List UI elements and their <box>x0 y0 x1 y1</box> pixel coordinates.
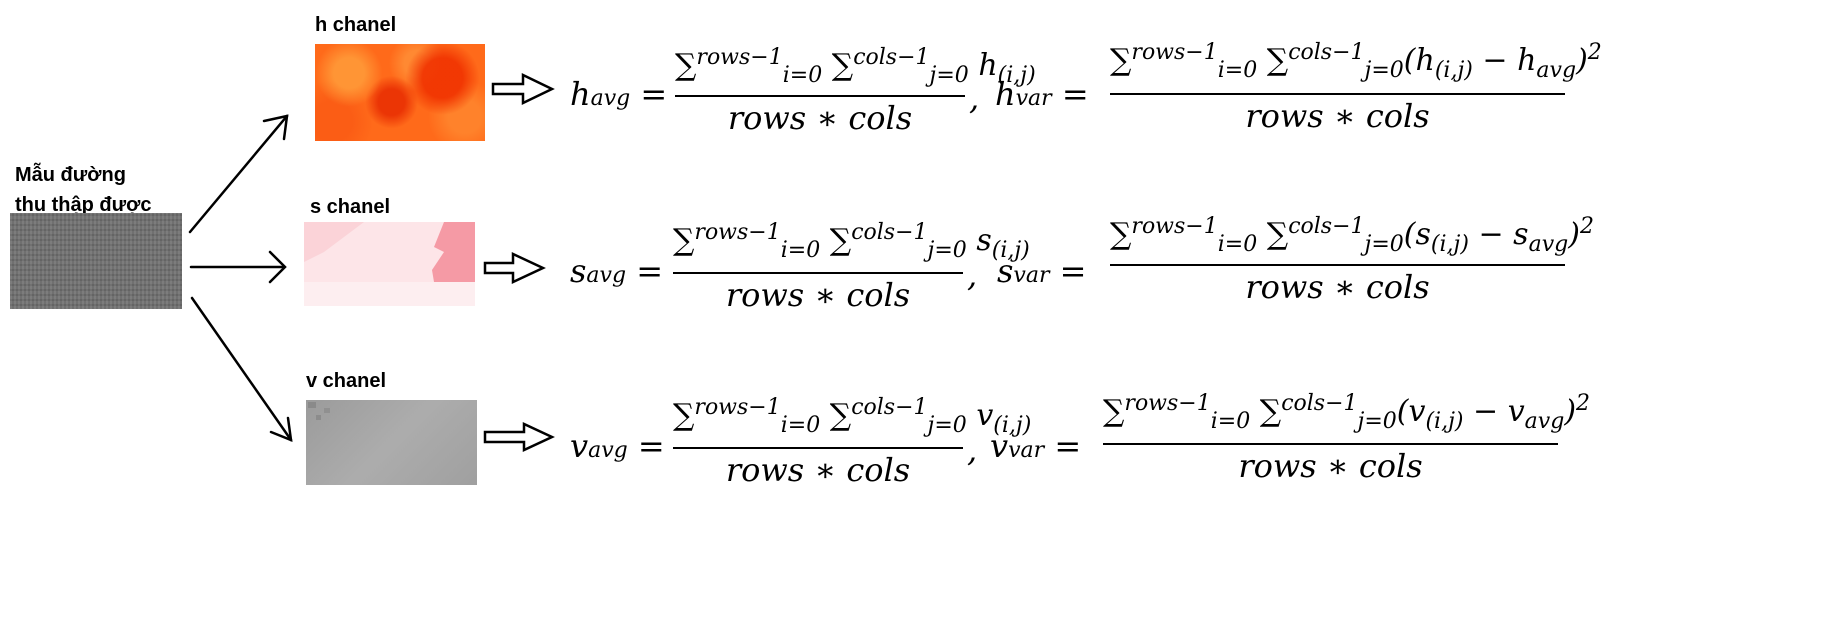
s-avg-fraction: ∑rows−1i=0 ∑cols−1j=0 s(i,j) rows ∗ cols <box>673 212 1030 342</box>
s-avg-lhs: savg = <box>570 252 664 290</box>
source-label-line2: thu thập được <box>15 194 152 216</box>
source-label: Mẫu đường thu thập được <box>15 160 151 220</box>
h-avg-lhs: havg = <box>570 75 668 113</box>
v-var-fraction-bar <box>1103 443 1558 445</box>
s-avg-numerator: ∑rows−1i=0 ∑cols−1j=0 s(i,j) <box>673 220 1030 263</box>
h-var-lhs: hvar = <box>995 75 1089 113</box>
v-channel-speckle <box>308 402 330 420</box>
s-channel-shape <box>304 222 475 306</box>
v-channel-image <box>306 400 477 485</box>
v-avg-fraction: ∑rows−1i=0 ∑cols−1j=0 v(i,j) rows ∗ cols <box>673 387 1032 517</box>
s-var-fraction: ∑rows−1i=0 ∑cols−1j=0(s(i,j) − savg)2 ro… <box>1110 212 1594 342</box>
h-avg-numerator: ∑rows−1i=0 ∑cols−1j=0 h(i,j) <box>675 45 1036 88</box>
v-formula-row: vavg = ∑rows−1i=0 ∑cols−1j=0 v(i,j) rows… <box>565 387 1830 517</box>
h-var-fraction: ∑rows−1i=0 ∑cols−1j=0(h(i,j) − havg)2 ro… <box>1110 35 1602 165</box>
h-formula-row: havg = ∑rows−1i=0 ∑cols−1j=0 h(i,j) rows… <box>565 35 1830 165</box>
s-var-fraction-bar <box>1110 264 1565 266</box>
block-arrow-s <box>483 252 546 284</box>
source-road-sample-image <box>10 213 182 309</box>
s-var-denominator: rows ∗ cols <box>1245 268 1430 306</box>
h-channel-image <box>315 44 485 141</box>
arrow-to-h-channel <box>188 114 289 234</box>
source-label-line1: Mẫu đường <box>15 164 126 186</box>
h-channel-label: h chanel <box>315 14 397 36</box>
h-var-numerator: ∑rows−1i=0 ∑cols−1j=0(h(i,j) − havg)2 <box>1110 40 1602 83</box>
v-var-fraction: ∑rows−1i=0 ∑cols−1j=0(v(i,j) − vavg)2 ro… <box>1103 387 1591 517</box>
v-var-denominator: rows ∗ cols <box>1238 447 1423 485</box>
v-var-numerator: ∑rows−1i=0 ∑cols−1j=0(v(i,j) − vavg)2 <box>1103 391 1591 434</box>
s-channel-image <box>304 222 475 306</box>
h-var-fraction-bar <box>1110 93 1565 95</box>
s-var-numerator: ∑rows−1i=0 ∑cols−1j=0(s(i,j) − savg)2 <box>1110 214 1594 257</box>
v-channel-label: v chanel <box>306 370 387 392</box>
s-var-lhs: svar = <box>997 252 1087 290</box>
h-avg-denominator: rows ∗ cols <box>727 99 913 137</box>
v-comma: , <box>967 431 978 469</box>
s-formula-row: savg = ∑rows−1i=0 ∑cols−1j=0 s(i,j) rows… <box>565 212 1830 342</box>
v-avg-numerator: ∑rows−1i=0 ∑cols−1j=0 v(i,j) <box>673 395 1032 438</box>
h-avg-fraction: ∑rows−1i=0 ∑cols−1j=0 h(i,j) rows ∗ cols <box>675 35 1036 165</box>
v-avg-fraction-bar <box>673 447 963 449</box>
h-var-denominator: rows ∗ cols <box>1245 97 1430 135</box>
s-comma: , <box>967 256 978 294</box>
block-arrow-v <box>483 422 555 452</box>
arrow-to-v-channel <box>190 296 293 442</box>
s-channel-label: s chanel <box>310 196 391 218</box>
s-avg-fraction-bar <box>673 272 963 274</box>
block-arrow-h <box>491 73 555 105</box>
h-comma: , <box>969 79 980 117</box>
h-avg-fraction-bar <box>675 95 965 97</box>
s-avg-denominator: rows ∗ cols <box>725 276 911 314</box>
v-avg-denominator: rows ∗ cols <box>725 451 911 489</box>
v-avg-lhs: vavg = <box>570 427 665 465</box>
v-var-lhs: vvar = <box>990 427 1082 465</box>
